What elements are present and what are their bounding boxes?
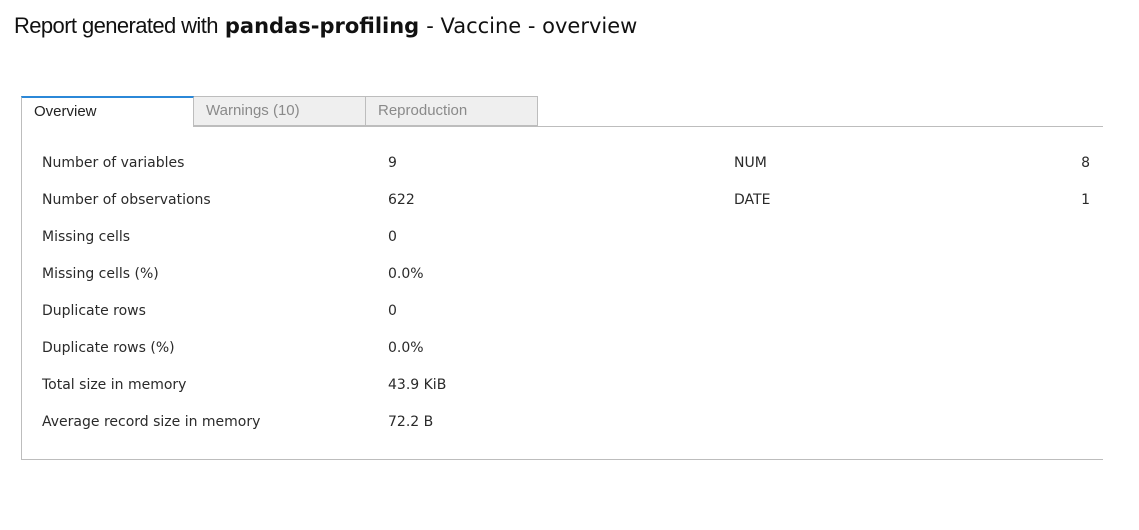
- stat-value: 9: [388, 155, 397, 171]
- stats-row: Missing cells 0: [21, 227, 1103, 247]
- type-count: 8: [1081, 155, 1090, 171]
- stats-row: Duplicate rows 0: [21, 301, 1103, 321]
- stats-row: Missing cells (%) 0.0%: [21, 264, 1103, 284]
- stat-label: Duplicate rows (%): [42, 340, 175, 356]
- report-title: Report generated with pandas-profiling -…: [14, 12, 637, 41]
- stat-label: Number of observations: [42, 192, 211, 208]
- stat-label: Duplicate rows: [42, 303, 146, 319]
- title-rest: - Vaccine - overview: [426, 14, 638, 38]
- stat-label: Missing cells: [42, 229, 131, 245]
- tab-bar-divider: [21, 126, 1103, 127]
- stat-value: 72.2 B: [388, 414, 434, 430]
- title-brand: pandas-profiling: [224, 14, 420, 38]
- stat-label: Number of variables: [42, 155, 185, 171]
- stat-value: 622: [388, 192, 415, 208]
- stats-row: Total size in memory 43.9 KiB: [21, 375, 1103, 395]
- title-lead: Report generated with: [14, 13, 218, 38]
- overview-panel: Overview Warnings (10) Reproduction Numb…: [21, 96, 1103, 460]
- tab-warnings[interactable]: Warnings (10): [194, 96, 366, 126]
- stats-row: Average record size in memory 72.2 B: [21, 412, 1103, 432]
- stats-row: Duplicate rows (%) 0.0%: [21, 338, 1103, 358]
- type-count: 1: [1081, 192, 1090, 208]
- stat-value: 0: [388, 229, 397, 245]
- stat-value: 43.9 KiB: [388, 377, 447, 393]
- stat-label: Missing cells (%): [42, 266, 159, 282]
- panel-frame: [21, 126, 1103, 460]
- tab-overview[interactable]: Overview: [21, 96, 194, 127]
- stat-label: Total size in memory: [42, 377, 187, 393]
- stats-row: Number of variables 9 NUM 8: [21, 153, 1103, 173]
- stats-row: Number of observations 622 DATE 1: [21, 190, 1103, 210]
- tab-reproduction[interactable]: Reproduction: [365, 96, 538, 126]
- stat-label: Average record size in memory: [42, 414, 261, 430]
- type-label: NUM: [734, 155, 767, 171]
- type-label: DATE: [734, 192, 771, 208]
- stat-value: 0: [388, 303, 397, 319]
- stat-value: 0.0%: [388, 266, 424, 282]
- stat-value: 0.0%: [388, 340, 424, 356]
